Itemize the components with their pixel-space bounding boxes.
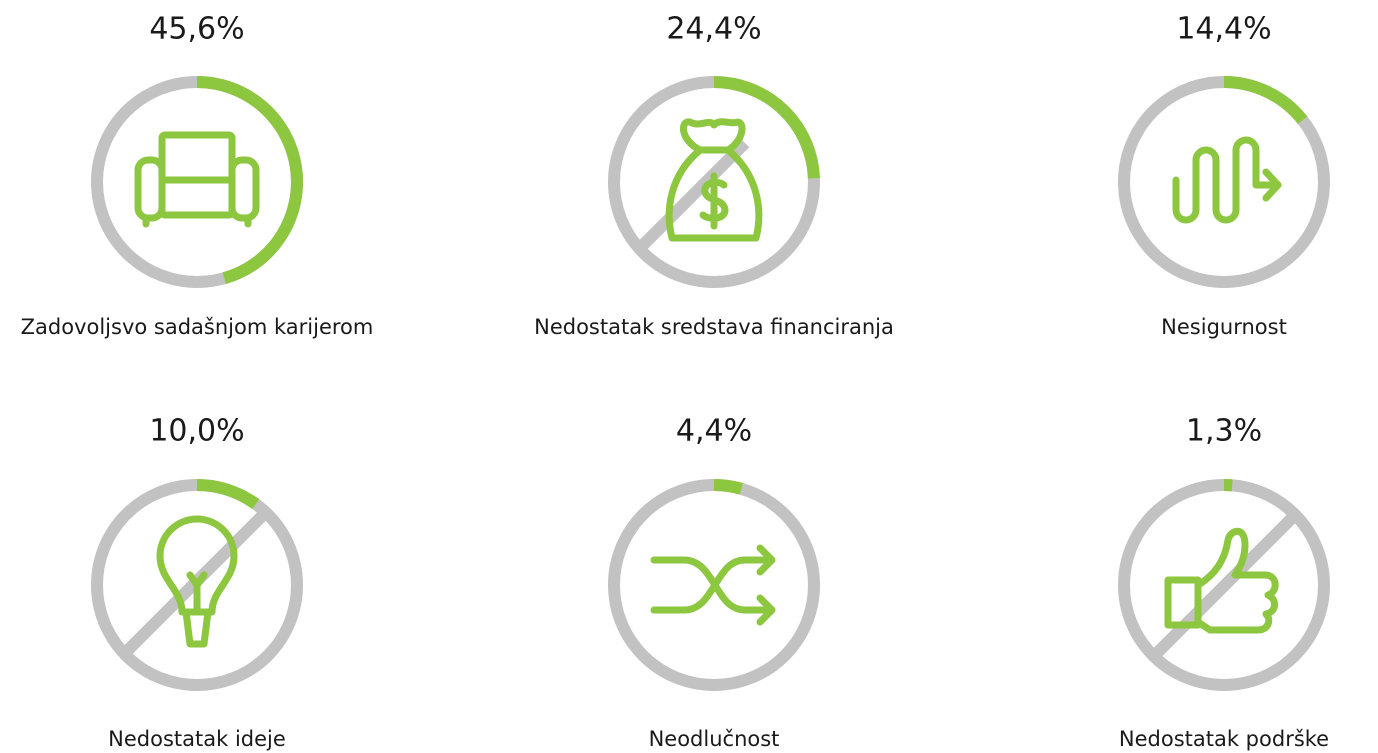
thumb-icon: [1150, 511, 1299, 660]
category-label: Nedostatak ideje: [108, 727, 286, 751]
ring-arc: [196, 76, 303, 284]
category-label: Neodlučnost: [649, 727, 780, 751]
value-label: 45,6%: [149, 12, 244, 47]
category-label: Nedostatak sredstava financiranja: [534, 315, 894, 339]
value-label: 4,4%: [676, 414, 752, 449]
value-label: 1,3%: [1186, 414, 1262, 449]
value-label: 10,0%: [149, 414, 244, 449]
money-bag-icon: [635, 118, 763, 253]
shuffle-icon: [650, 544, 776, 626]
ring-arc: [713, 76, 820, 179]
category-label: Nesigurnost: [1161, 315, 1287, 339]
squiggle-icon: [1172, 136, 1282, 224]
category-label: Nedostatak podrške: [1119, 727, 1329, 751]
ring-arc: [713, 479, 743, 495]
ring-arc: [196, 479, 260, 510]
value-label: 14,4%: [1176, 12, 1271, 47]
ring-arc: [1223, 76, 1308, 125]
armchair-icon: [134, 131, 260, 228]
category-label: Zadovoljsvo sadašnjom karijerom: [21, 315, 374, 339]
icons: [123, 118, 1299, 660]
bulb-icon: [123, 507, 271, 655]
value-label: 24,4%: [666, 12, 761, 47]
